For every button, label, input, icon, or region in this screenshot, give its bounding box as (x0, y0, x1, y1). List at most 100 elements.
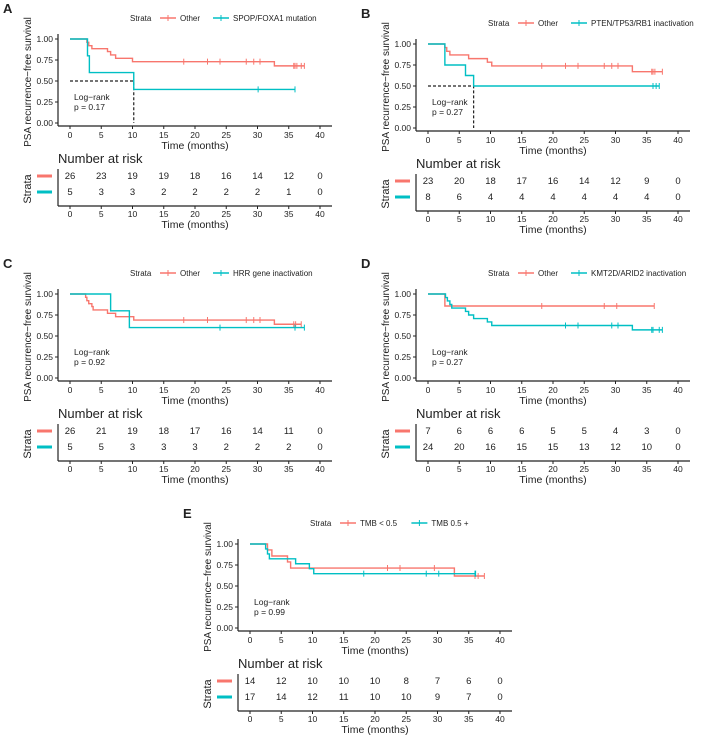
risk-count: 26 (65, 426, 76, 437)
risk-x-tick-label: 20 (548, 464, 558, 474)
survival-curve-group (428, 293, 663, 331)
y-tick-label: 0.25 (36, 352, 53, 362)
risk-x-tick-label: 0 (68, 209, 73, 219)
risk-count: 5 (99, 442, 104, 453)
risk-x-tick-label: 40 (673, 464, 683, 474)
survival-curve-other (428, 293, 655, 307)
risk-x-tick-label: 30 (611, 214, 621, 224)
y-tick-label: 0.50 (394, 331, 411, 341)
risk-x-tick-label: 10 (128, 464, 138, 474)
legend-title: Strata (488, 19, 510, 28)
y-tick-label: 0.00 (394, 373, 411, 383)
risk-count: 0 (497, 676, 502, 687)
risk-count: 5 (550, 426, 555, 437)
x-tick-label: 0 (68, 130, 73, 140)
x-tick-label: 10 (308, 635, 318, 645)
risk-count: 21 (96, 426, 107, 437)
risk-count: 24 (423, 442, 434, 453)
x-tick-label: 15 (517, 135, 527, 145)
risk-x-tick-label: 5 (99, 209, 104, 219)
legend-label: Other (538, 269, 558, 278)
risk-count: 0 (317, 187, 322, 198)
legend-label: Other (538, 19, 558, 28)
risk-count: 7 (435, 676, 440, 687)
risk-table-title: Number at risk (416, 156, 501, 171)
risk-count: 18 (190, 171, 201, 182)
y-tick-label: 1.00 (36, 289, 53, 299)
survival-curve-group (428, 43, 660, 87)
risk-x-axis-label: Time (months) (161, 219, 228, 231)
x-tick-label: 40 (315, 130, 325, 140)
risk-y-axis-label: Strata (202, 678, 214, 708)
x-tick-label: 15 (517, 385, 527, 395)
y-tick-label: 0.75 (394, 60, 411, 70)
risk-x-tick-label: 35 (642, 464, 652, 474)
risk-count: 17 (516, 176, 527, 187)
risk-count: 14 (245, 676, 256, 687)
x-tick-label: 10 (486, 135, 496, 145)
x-tick-label: 35 (642, 135, 652, 145)
risk-x-tick-label: 25 (222, 464, 232, 474)
risk-count: 19 (158, 171, 169, 182)
risk-count: 5 (67, 187, 72, 198)
x-tick-label: 25 (222, 385, 232, 395)
risk-count: 4 (582, 192, 587, 203)
survival-curve-other (428, 43, 663, 73)
risk-count: 12 (610, 442, 621, 453)
x-tick-label: 5 (457, 385, 462, 395)
risk-count: 8 (425, 192, 430, 203)
x-tick-label: 0 (248, 635, 253, 645)
y-tick-label: 0.00 (36, 373, 53, 383)
x-tick-label: 5 (99, 385, 104, 395)
risk-x-tick-label: 40 (315, 464, 325, 474)
risk-count: 12 (307, 692, 318, 703)
risk-count: 20 (454, 442, 465, 453)
risk-x-tick-label: 40 (495, 714, 505, 724)
risk-count: 14 (276, 692, 287, 703)
y-tick-label: 0.00 (216, 623, 233, 633)
x-tick-label: 40 (673, 385, 683, 395)
y-tick-label: 0.00 (394, 123, 411, 133)
y-tick-label: 0.00 (36, 118, 53, 128)
risk-x-tick-label: 25 (222, 209, 232, 219)
x-tick-label: 40 (315, 385, 325, 395)
risk-count: 12 (276, 676, 287, 687)
x-tick-label: 20 (370, 635, 380, 645)
risk-count: 0 (317, 171, 322, 182)
x-tick-label: 15 (159, 385, 169, 395)
y-axis-label: PSA recurrence−free survival (381, 272, 392, 402)
legend-title: Strata (488, 269, 510, 278)
risk-count: 5 (582, 426, 587, 437)
risk-x-tick-label: 40 (315, 209, 325, 219)
risk-x-tick-label: 35 (284, 464, 294, 474)
risk-count: 10 (370, 692, 381, 703)
legend: Strata Other HRR gene inactivation (130, 269, 313, 278)
risk-table-title: Number at risk (58, 406, 143, 421)
risk-count: 9 (644, 176, 649, 187)
risk-x-tick-label: 25 (580, 214, 590, 224)
risk-y-axis-label: Strata (380, 428, 392, 458)
risk-count: 17 (245, 692, 256, 703)
risk-count: 16 (485, 442, 496, 453)
risk-x-tick-label: 0 (426, 214, 431, 224)
risk-count: 0 (675, 176, 680, 187)
risk-count: 23 (96, 171, 107, 182)
risk-count: 4 (550, 192, 555, 203)
legend: Strata Other KMT2D/ARID2 inactivation (488, 269, 686, 278)
x-tick-label: 10 (128, 385, 138, 395)
x-tick-label: 35 (284, 130, 294, 140)
y-tick-label: 1.00 (36, 34, 53, 44)
risk-count: 6 (457, 426, 462, 437)
risk-count: 7 (425, 426, 430, 437)
risk-x-tick-label: 5 (99, 464, 104, 474)
x-axis-label: Time (months) (161, 395, 228, 407)
legend: Strata Other SPOP/FOXA1 mutation (130, 14, 317, 23)
risk-count: 4 (488, 192, 493, 203)
risk-count: 3 (130, 187, 135, 198)
risk-x-tick-label: 5 (457, 214, 462, 224)
log-rank-annotation: p = 0.92 (74, 357, 105, 367)
risk-count: 16 (548, 176, 559, 187)
log-rank-annotation: p = 0.17 (74, 102, 105, 112)
log-rank-annotation: p = 0.27 (432, 357, 463, 367)
